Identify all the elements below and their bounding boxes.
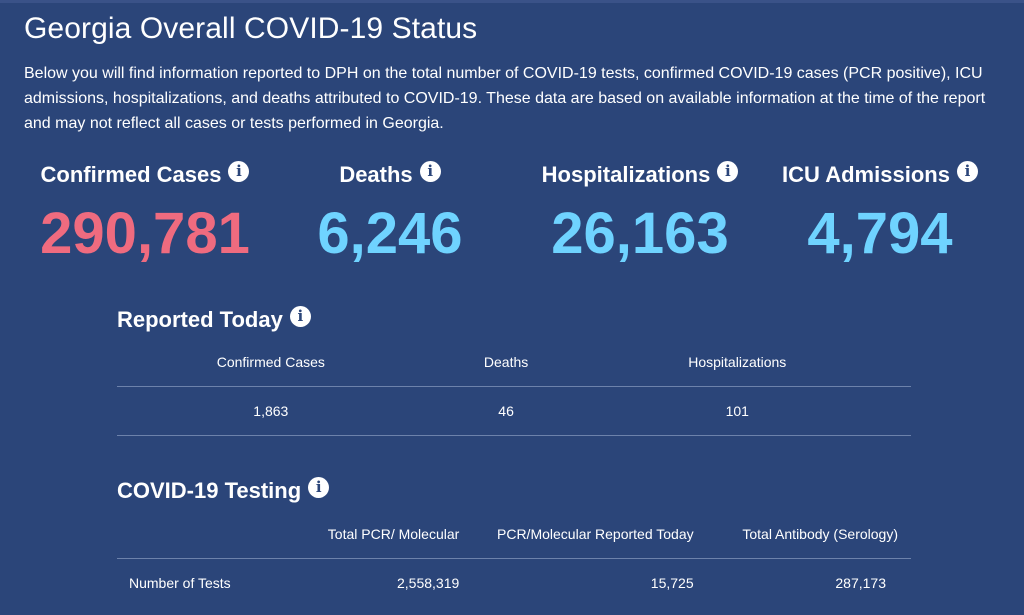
- header-blank: [117, 509, 304, 559]
- stat-confirmed-cases: Confirmed Cases i 290,781: [20, 161, 270, 266]
- info-icon[interactable]: i: [956, 161, 978, 182]
- testing-table: Total PCR/ Molecular PCR/Molecular Repor…: [117, 509, 911, 607]
- table-header-row: Total PCR/ Molecular PCR/Molecular Repor…: [117, 509, 911, 559]
- table-row: 1,863 46 101: [117, 386, 911, 436]
- stat-value-hospitalizations: 26,163: [551, 201, 729, 266]
- row-label-number-of-tests: Number of Tests: [117, 558, 304, 607]
- value-antibody: 287,173: [693, 558, 911, 607]
- stat-value-confirmed-cases: 290,781: [40, 201, 250, 266]
- stat-icu-admissions: ICU Admissions i 4,794: [770, 161, 990, 266]
- value-confirmed-cases-today: 1,863: [117, 386, 425, 436]
- stat-label-icu-admissions: ICU Admissions i: [782, 161, 978, 188]
- header-pcr-today: PCR/Molecular Reported Today: [497, 525, 694, 542]
- stat-hospitalizations: Hospitalizations i 26,163: [520, 161, 760, 266]
- value-hospitalizations-today: 101: [587, 386, 911, 436]
- value-deaths-today: 46: [424, 386, 588, 436]
- value-total-pcr: 2,558,319: [303, 558, 460, 607]
- table-header-row: Confirmed Cases Deaths Hospitalizations: [117, 337, 911, 387]
- table-row: Number of Tests 2,558,319 15,725 287,173: [117, 558, 911, 607]
- info-icon[interactable]: i: [717, 161, 739, 182]
- page-title: Georgia Overall COVID-19 Status: [24, 12, 478, 45]
- info-icon[interactable]: i: [419, 161, 441, 182]
- stat-label-confirmed-cases: Confirmed Cases i: [41, 161, 250, 188]
- header-hospitalizations: Hospitalizations: [688, 353, 787, 370]
- stat-value-deaths: 6,246: [317, 201, 463, 266]
- stat-deaths: Deaths i 6,246: [280, 161, 500, 266]
- header-deaths: Deaths: [483, 353, 529, 370]
- info-icon[interactable]: i: [308, 477, 330, 498]
- header-total-pcr: Total PCR/ Molecular: [327, 525, 460, 542]
- stat-label-deaths: Deaths i: [339, 161, 441, 188]
- stat-label-hospitalizations: Hospitalizations i: [542, 161, 739, 188]
- header-antibody: Total Antibody (Serology): [742, 525, 898, 542]
- testing-title: COVID-19 Testing i: [117, 477, 330, 504]
- stat-value-icu-admissions: 4,794: [807, 201, 953, 266]
- reported-today-table: Confirmed Cases Deaths Hospitalizations …: [117, 337, 911, 436]
- reported-today-title: Reported Today i: [117, 306, 311, 333]
- info-icon[interactable]: i: [228, 161, 250, 182]
- value-pcr-today: 15,725: [459, 558, 694, 607]
- top-border: [0, 0, 1024, 3]
- header-confirmed-cases: Confirmed Cases: [216, 353, 325, 370]
- info-icon[interactable]: i: [289, 306, 311, 327]
- intro-paragraph: Below you will find information reported…: [24, 65, 986, 132]
